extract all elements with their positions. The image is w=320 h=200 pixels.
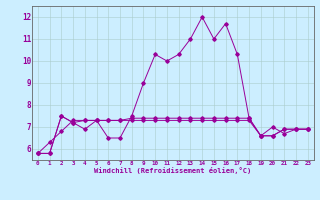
X-axis label: Windchill (Refroidissement éolien,°C): Windchill (Refroidissement éolien,°C) (94, 167, 252, 174)
